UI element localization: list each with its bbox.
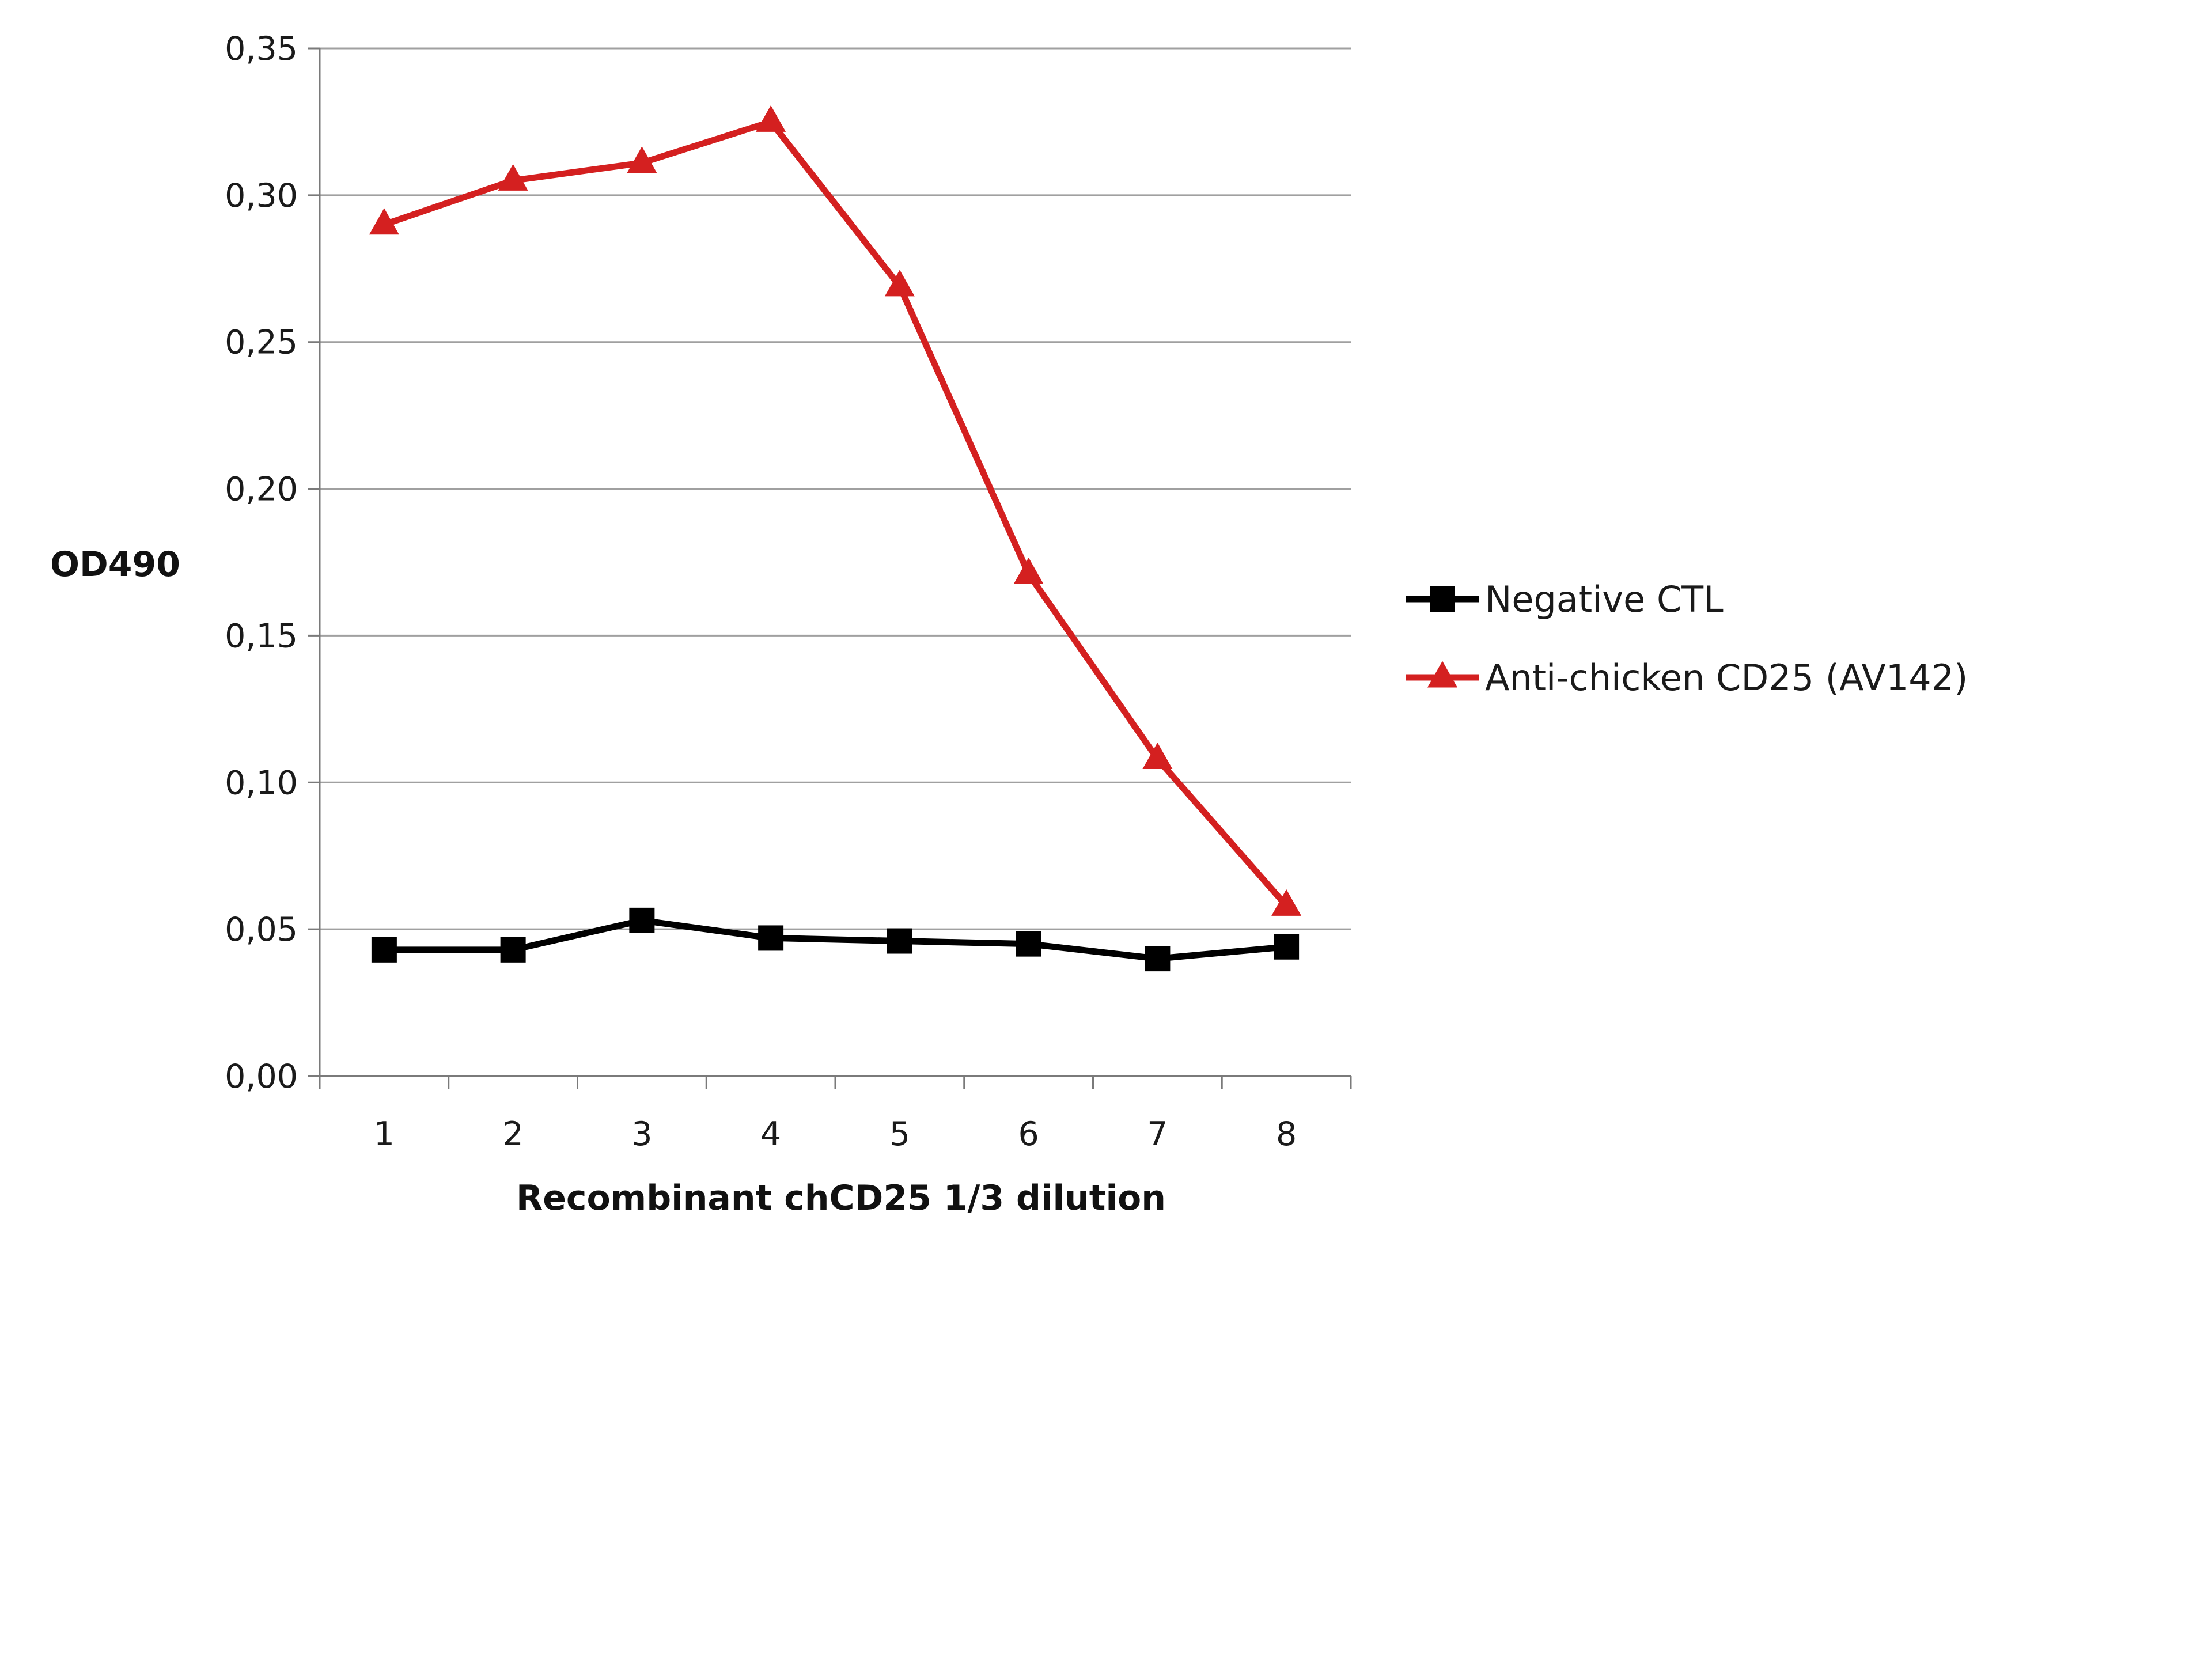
series-lines	[369, 105, 1302, 972]
data-point	[498, 164, 528, 191]
x-tick-label: 8	[1276, 1115, 1297, 1153]
legend-entry: Negative CTL	[1406, 578, 1724, 620]
y-axis-title: OD490	[50, 544, 180, 585]
data-point	[1142, 742, 1173, 769]
y-tick-label: 0,15	[225, 617, 298, 655]
legend-label: Negative CTL	[1485, 578, 1724, 620]
series-2	[369, 105, 1302, 916]
data-point	[758, 925, 784, 951]
x-tick-label: 5	[889, 1115, 910, 1153]
gridlines	[308, 47, 1351, 1077]
data-point	[629, 907, 655, 933]
y-tick-label: 0,10	[225, 764, 298, 802]
x-tick-label: 6	[1018, 1115, 1039, 1153]
y-tick-label: 0,20	[225, 471, 298, 509]
data-point	[1016, 931, 1041, 957]
data-point	[1013, 557, 1044, 584]
data-point	[371, 937, 397, 963]
data-point	[1271, 889, 1302, 916]
x-tick-label: 7	[1147, 1115, 1168, 1153]
series-line	[381, 118, 1290, 909]
legend: Negative CTL Anti-chicken CD25 (AV142)	[1406, 578, 1968, 699]
data-point	[756, 105, 786, 132]
x-tick-label: 4	[760, 1115, 781, 1153]
y-tick-label: 0,25	[225, 324, 298, 362]
y-tick-labels: 0,00 0,05 0,10 0,15 0,20 0,25 0,30 0,35	[225, 30, 298, 1096]
data-point	[884, 270, 915, 297]
x-tick-label: 1	[374, 1115, 395, 1153]
data-point	[887, 928, 912, 954]
y-tick-label: 0,30	[225, 177, 298, 215]
x-tick-label: 2	[502, 1115, 523, 1153]
series-line	[381, 917, 1290, 962]
legend-marker	[1427, 661, 1457, 688]
y-tick-label: 0,05	[225, 911, 298, 949]
data-point	[627, 146, 657, 173]
legend-label: Anti-chicken CD25 (AV142)	[1485, 657, 1968, 699]
legend-marker	[1430, 586, 1455, 612]
series-1	[371, 907, 1300, 972]
data-point	[369, 208, 399, 235]
x-tick-labels: 1 2 3 4 5 6 7 8	[319, 1076, 1352, 1153]
y-tick-label: 0,00	[225, 1058, 298, 1096]
data-point	[1145, 946, 1171, 972]
legend-entry: Anti-chicken CD25 (AV142)	[1406, 657, 1968, 699]
data-point	[500, 937, 526, 963]
y-tick-label: 0,35	[225, 30, 298, 68]
x-axis-title: Recombinant chCD25 1/3 dilution	[516, 1178, 1166, 1218]
data-point	[1274, 934, 1300, 960]
x-tick-label: 3	[631, 1115, 652, 1153]
